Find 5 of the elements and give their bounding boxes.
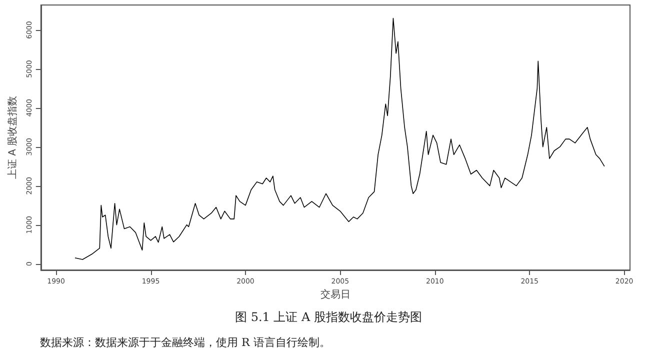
text: 图 5.1 上证 A 股指数收盘价走势图 bbox=[235, 310, 422, 324]
line-series bbox=[74, 18, 605, 260]
y-axis-title: 上证 A 股收盘指数 bbox=[6, 96, 18, 180]
source-note: 数据来源：数据来源于于金融终端，使用 R 语言自行绘制。 bbox=[40, 336, 330, 349]
x-axis-title: 交易日 bbox=[320, 288, 350, 300]
